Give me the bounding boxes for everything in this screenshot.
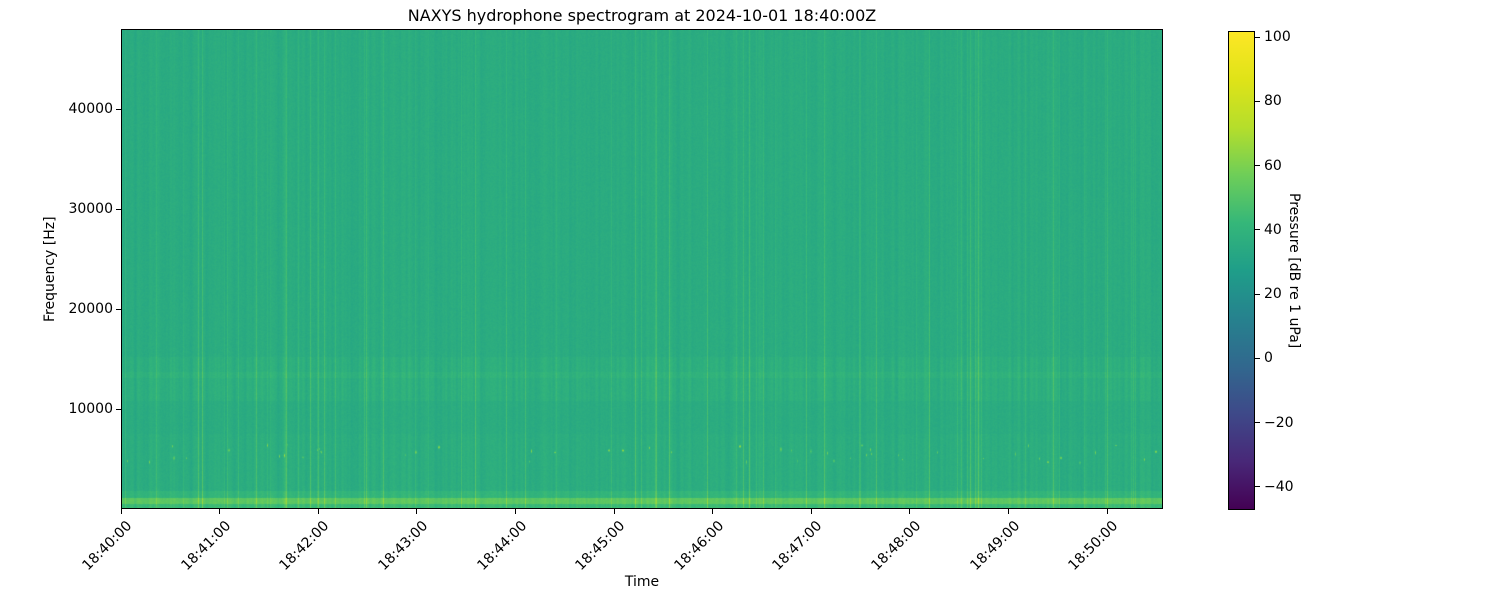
colorbar-tick-mark: [1255, 36, 1260, 38]
x-tick-mark: [416, 509, 418, 514]
x-tick-mark: [120, 509, 122, 514]
x-tick-label: 18:49:00: [967, 518, 1023, 574]
y-tick-label: 30000: [68, 201, 113, 217]
y-tick-mark: [116, 408, 121, 410]
x-tick-mark: [514, 509, 516, 514]
y-tick-mark: [116, 308, 121, 310]
x-tick-mark: [1106, 509, 1108, 514]
colorbar-label: Pressure [dB re 1 uPa]: [1286, 192, 1302, 349]
colorbar-tick-label: −40: [1264, 478, 1294, 495]
x-tick-label: 18:50:00: [1065, 518, 1122, 574]
colorbar-tick-label: 40: [1264, 221, 1282, 238]
colorbar-tick-label: 0: [1264, 350, 1273, 367]
x-tick-label: 18:48:00: [868, 518, 925, 574]
colorbar-tick-label: 80: [1264, 93, 1282, 110]
x-tick-label: 18:47:00: [769, 518, 826, 574]
x-tick-label: 18:46:00: [671, 518, 728, 574]
x-tick-mark: [219, 509, 221, 514]
y-tick-mark: [116, 208, 121, 210]
y-axis-label: Frequency [Hz]: [42, 216, 58, 322]
colorbar-tick-mark: [1255, 486, 1260, 488]
x-axis-label: Time: [624, 574, 660, 590]
x-tick-label: 18:43:00: [375, 518, 432, 574]
x-tick-mark: [317, 509, 319, 514]
colorbar-tick-mark: [1255, 229, 1260, 231]
x-tick-label: 18:42:00: [276, 518, 333, 574]
colorbar-tick-mark: [1255, 357, 1260, 359]
plot-area: [121, 29, 1163, 509]
x-tick-label: 18:40:00: [79, 518, 136, 574]
x-tick-label: 18:45:00: [572, 518, 629, 574]
x-tick-mark: [613, 509, 615, 514]
colorbar-tick-mark: [1255, 165, 1260, 167]
y-tick-mark: [116, 108, 121, 110]
colorbar-tick-label: 20: [1264, 286, 1282, 303]
x-tick-mark: [810, 509, 812, 514]
colorbar-tick-label: 100: [1264, 29, 1291, 46]
spectrogram-image: [122, 30, 1162, 508]
colorbar-tick-mark: [1255, 293, 1260, 295]
y-tick-label: 20000: [68, 301, 113, 317]
colorbar-tick-label: −20: [1264, 414, 1294, 431]
y-tick-label: 10000: [68, 401, 113, 417]
colorbar-tick-mark: [1255, 100, 1260, 102]
x-tick-label: 18:41:00: [178, 518, 234, 574]
y-tick-label: 40000: [68, 101, 113, 117]
x-tick-label: 18:44:00: [473, 518, 530, 574]
x-tick-mark: [909, 509, 911, 514]
x-tick-mark: [1008, 509, 1009, 514]
colorbar-tick-mark: [1255, 422, 1260, 424]
x-tick-mark: [712, 509, 714, 514]
chart-title: NAXYS hydrophone spectrogram at 2024-10-…: [407, 6, 877, 25]
colorbar: [1228, 31, 1255, 510]
colorbar-tick-label: 60: [1264, 157, 1282, 174]
